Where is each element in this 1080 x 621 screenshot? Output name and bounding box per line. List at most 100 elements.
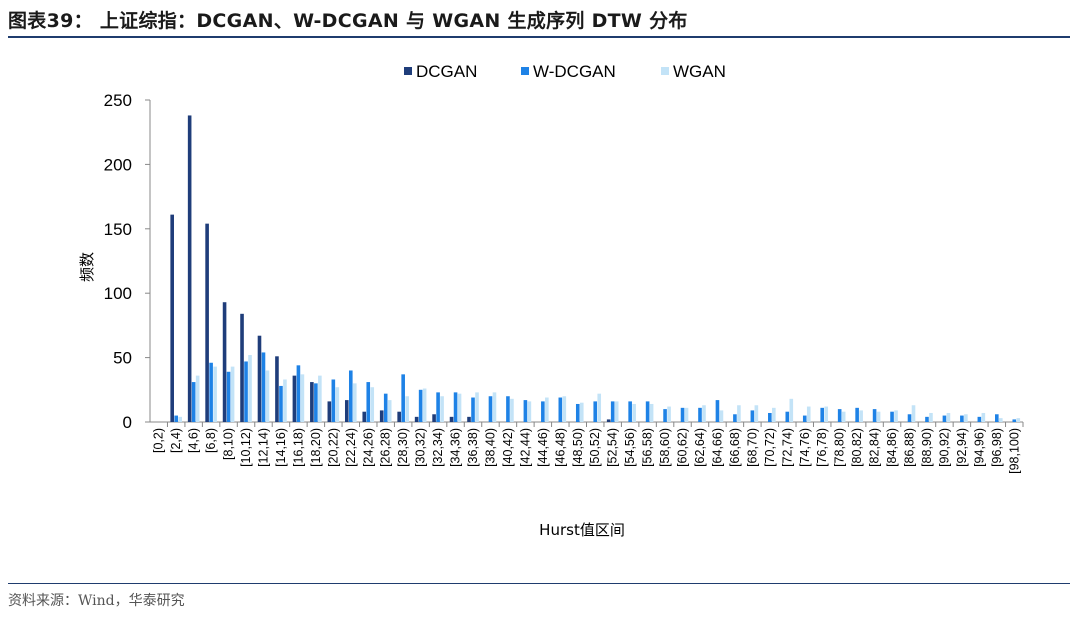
bar-wgan — [702, 405, 706, 422]
bar-w-dcgan — [331, 379, 336, 422]
bar-w-dcgan — [348, 370, 353, 422]
bar-dcgan — [310, 382, 314, 422]
bar-w-dcgan — [383, 393, 388, 422]
x-tick-label: [10,12) — [239, 428, 253, 467]
bar-w-dcgan — [523, 400, 528, 422]
source-note: 资料来源：Wind，华泰研究 — [8, 593, 185, 609]
bar-wgan — [178, 416, 182, 422]
x-tick-label: [70,72) — [763, 428, 777, 467]
x-tick-label: [96,98) — [990, 428, 1004, 467]
bar-w-dcgan — [610, 401, 615, 422]
bar-w-dcgan — [436, 392, 440, 422]
x-tick-label: [20,22) — [326, 428, 340, 467]
bar-wgan — [754, 405, 759, 422]
x-tick-label: [40,42) — [501, 428, 515, 467]
y-tick-label: 150 — [104, 220, 132, 239]
x-tick-label: [26,28) — [379, 428, 393, 467]
bar-series-w-dcgan — [174, 352, 1017, 422]
bar-wgan — [929, 412, 933, 422]
bar-dcgan — [205, 223, 209, 422]
bar-wgan — [964, 414, 968, 422]
x-axis: [0,2) [2,4) [4,6) [6,8) [8,10) [10,12) [12,14)… — [150, 421, 1024, 474]
x-tick-label: [86,88) — [903, 428, 917, 467]
bar-w-dcgan — [925, 416, 929, 422]
bar-dcgan — [222, 302, 227, 422]
bar-w-dcgan — [715, 400, 720, 422]
bar-w-dcgan — [645, 401, 650, 422]
bar-wgan — [772, 407, 776, 422]
bar-wgan — [737, 405, 741, 422]
bar-wgan — [527, 401, 532, 422]
bar-w-dcgan — [226, 371, 231, 422]
x-tick-label: [46,48) — [553, 428, 567, 467]
x-tick-label: [92,94) — [955, 428, 969, 467]
bar-w-dcgan — [366, 382, 371, 422]
bar-w-dcgan — [296, 365, 301, 422]
bar-w-dcgan — [837, 409, 842, 422]
bar-chart: 0 50 100 150 200 250 [0,2) [2,4) [4,6) [6,8) [8,1… — [78, 62, 1024, 539]
bar-wgan — [999, 418, 1003, 422]
bar-wgan — [405, 396, 409, 422]
bar-dcgan — [170, 214, 174, 422]
bar-w-dcgan — [191, 382, 196, 422]
x-tick-label: [32,34) — [431, 428, 445, 467]
x-tick-label: [78,80) — [833, 428, 847, 467]
bar-wgan — [440, 396, 444, 422]
bar-wgan — [510, 398, 514, 422]
x-tick-label: [22,24) — [344, 428, 358, 467]
bar-series-wgan — [178, 355, 1021, 422]
y-tick-label: 200 — [104, 155, 132, 174]
x-tick-label: [34,36) — [449, 428, 463, 467]
bar-w-dcgan — [541, 401, 545, 422]
legend-label-dcgan: DCGAN — [416, 62, 477, 81]
x-tick-label: [30,32) — [414, 428, 428, 467]
bar-wgan — [422, 388, 427, 422]
bar-w-dcgan — [593, 401, 598, 422]
title-rule — [8, 36, 1070, 38]
bar-dcgan — [327, 401, 332, 422]
bar-wgan — [370, 387, 375, 422]
bar-wgan — [894, 410, 898, 422]
bar-wgan — [667, 406, 671, 422]
bar-wgan — [911, 405, 916, 422]
bar-dcgan — [275, 356, 279, 422]
bar-series-dcgan — [170, 115, 611, 423]
bar-wgan — [300, 374, 305, 422]
bar-wgan — [841, 411, 846, 422]
y-tick-label: 50 — [113, 349, 132, 368]
bar-dcgan — [449, 416, 454, 422]
bar-w-dcgan — [261, 352, 266, 422]
bar-dcgan — [240, 313, 244, 422]
bar-dcgan — [257, 335, 262, 422]
bar-w-dcgan — [488, 396, 493, 422]
bar-wgan — [352, 383, 357, 422]
bar-w-dcgan — [506, 396, 510, 422]
bar-wgan — [824, 406, 829, 422]
bar-wgan — [1016, 418, 1021, 422]
x-tick-label: [24,26) — [361, 428, 375, 467]
bar-dcgan — [432, 414, 436, 422]
bar-wgan — [387, 400, 392, 422]
bar-w-dcgan — [820, 407, 825, 422]
bar-dcgan — [606, 419, 611, 422]
bar-dcgan — [362, 411, 367, 422]
bar-w-dcgan — [977, 416, 982, 422]
bar-w-dcgan — [471, 397, 475, 422]
legend-swatch-dcgan — [404, 67, 412, 75]
bar-wgan — [859, 410, 863, 422]
x-tick-label: [74,76) — [798, 428, 812, 467]
bar-w-dcgan — [401, 374, 405, 422]
bar-w-dcgan — [890, 411, 894, 422]
bar-wgan — [492, 392, 497, 422]
bar-w-dcgan — [698, 407, 702, 422]
bar-wgan — [579, 402, 584, 422]
x-axis-label: Hurst值区间 — [539, 521, 625, 539]
x-tick-label: [42,44) — [518, 428, 532, 467]
bar-w-dcgan — [750, 410, 755, 422]
y-axis-label: 频数 — [78, 252, 96, 282]
x-tick-label: [60,62) — [676, 428, 690, 467]
bar-wgan — [597, 393, 602, 422]
x-tick-label: [82,84) — [868, 428, 882, 467]
bar-wgan — [475, 392, 479, 422]
legend-label-w-dcgan: W-DCGAN — [533, 62, 616, 81]
